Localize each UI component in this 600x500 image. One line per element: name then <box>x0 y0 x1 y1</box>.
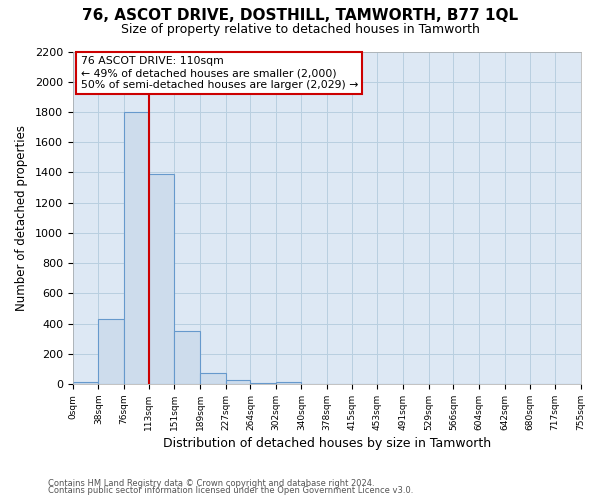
Text: Size of property relative to detached houses in Tamworth: Size of property relative to detached ho… <box>121 22 479 36</box>
Bar <box>250 383 276 384</box>
Text: 76, ASCOT DRIVE, DOSTHILL, TAMWORTH, B77 1QL: 76, ASCOT DRIVE, DOSTHILL, TAMWORTH, B77… <box>82 8 518 22</box>
Text: Contains HM Land Registry data © Crown copyright and database right 2024.: Contains HM Land Registry data © Crown c… <box>48 478 374 488</box>
Bar <box>276 382 301 384</box>
Bar <box>98 319 124 384</box>
Bar <box>149 174 175 384</box>
Text: Contains public sector information licensed under the Open Government Licence v3: Contains public sector information licen… <box>48 486 413 495</box>
Bar <box>73 382 98 384</box>
X-axis label: Distribution of detached houses by size in Tamworth: Distribution of detached houses by size … <box>163 437 491 450</box>
Bar <box>226 380 250 384</box>
Y-axis label: Number of detached properties: Number of detached properties <box>15 124 28 310</box>
Bar <box>175 331 200 384</box>
Text: 76 ASCOT DRIVE: 110sqm
← 49% of detached houses are smaller (2,000)
50% of semi-: 76 ASCOT DRIVE: 110sqm ← 49% of detached… <box>80 56 358 90</box>
Bar <box>124 112 149 384</box>
Bar <box>200 372 226 384</box>
